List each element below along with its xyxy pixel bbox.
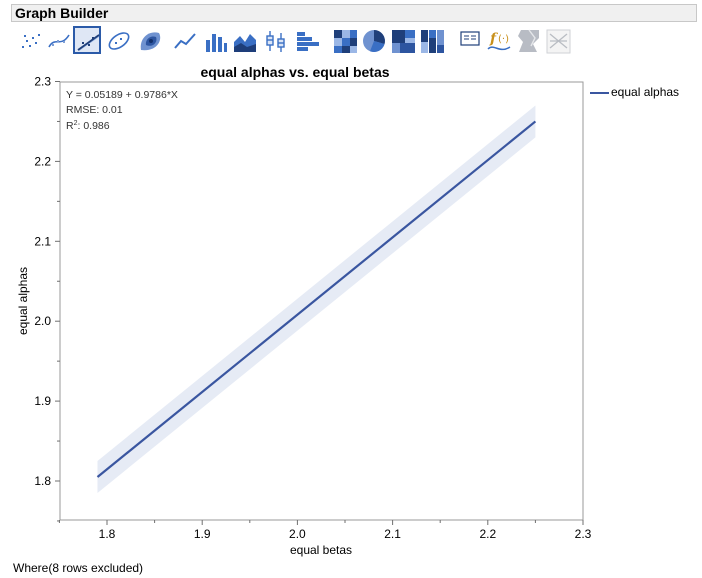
map-shapes-button[interactable] bbox=[513, 26, 541, 54]
chart-title: equal alphas vs. equal betas bbox=[200, 64, 390, 80]
parallel-plot-button[interactable] bbox=[543, 26, 571, 54]
mosaic-icon bbox=[421, 30, 444, 53]
histogram-icon bbox=[297, 32, 319, 51]
mosaic-button[interactable] bbox=[417, 26, 445, 54]
y-tick-label: 2.3 bbox=[34, 75, 51, 89]
y-tick-label: 2.2 bbox=[34, 154, 51, 168]
points-button[interactable] bbox=[15, 26, 43, 54]
series-line-0[interactable] bbox=[96, 120, 537, 478]
map-shapes-icon bbox=[518, 29, 539, 52]
fit-equation: Y = 0.05189 + 0.9786*X bbox=[66, 89, 178, 101]
ellipse-button[interactable] bbox=[104, 26, 132, 54]
y-tick-label: 2.1 bbox=[34, 234, 51, 248]
legend-item-equal-alphas[interactable]: equal alphas bbox=[611, 85, 680, 99]
bar-icon bbox=[206, 34, 227, 52]
legend-line-swatch bbox=[590, 92, 609, 94]
where-clause-footer: Where(8 rows excluded) bbox=[13, 561, 144, 575]
pie-icon bbox=[363, 30, 385, 53]
histogram-button[interactable] bbox=[292, 26, 320, 54]
fit-rmse: RMSE: 0.01 bbox=[66, 104, 123, 116]
line-of-fit-button[interactable] bbox=[73, 26, 101, 54]
formula-button[interactable]: f (·) bbox=[484, 26, 512, 54]
caption-box-button[interactable] bbox=[455, 26, 483, 54]
fit-r-squared: R2: 0.986 bbox=[66, 120, 110, 132]
area-icon bbox=[234, 34, 256, 52]
contour-button[interactable] bbox=[135, 26, 163, 54]
bar-button[interactable] bbox=[201, 26, 229, 54]
svg-text:f: f bbox=[489, 31, 499, 47]
contour-icon bbox=[140, 32, 161, 51]
x-axis-label[interactable]: equal betas bbox=[290, 543, 352, 557]
box-plot-button[interactable] bbox=[261, 26, 289, 54]
line-icon bbox=[174, 33, 196, 49]
x-tick-label: 2.0 bbox=[289, 527, 306, 541]
smoother-button[interactable] bbox=[44, 26, 72, 54]
points-icon bbox=[22, 34, 40, 48]
formula-icon: f (·) bbox=[487, 31, 511, 51]
x-tick-label: 2.3 bbox=[575, 527, 592, 541]
caption-box-icon bbox=[460, 31, 480, 46]
line-of-fit-icon bbox=[77, 34, 100, 51]
smoother-icon bbox=[48, 34, 70, 48]
y-tick-label: 1.9 bbox=[34, 394, 51, 408]
heatmap-icon bbox=[334, 30, 357, 53]
x-tick-label: 2.2 bbox=[479, 527, 496, 541]
box-plot-icon bbox=[266, 31, 285, 52]
heatmap-button[interactable] bbox=[330, 26, 358, 54]
y-tick-label: 2.0 bbox=[34, 314, 51, 328]
x-tick-label: 1.8 bbox=[99, 527, 116, 541]
svg-text:(·): (·) bbox=[498, 34, 509, 45]
y-axis-label[interactable]: equal alphas bbox=[16, 267, 30, 335]
parallel-plot-icon bbox=[546, 29, 571, 54]
area-button[interactable] bbox=[230, 26, 258, 54]
graph-builder-titlebar[interactable]: Graph Builder bbox=[11, 4, 697, 22]
line-button[interactable] bbox=[170, 26, 198, 54]
y-tick-label: 1.8 bbox=[34, 474, 51, 488]
window-title: Graph Builder bbox=[15, 5, 109, 21]
x-tick-label: 2.1 bbox=[384, 527, 401, 541]
x-tick-label: 1.9 bbox=[194, 527, 211, 541]
treemap-button[interactable] bbox=[388, 26, 416, 54]
treemap-icon bbox=[392, 30, 415, 53]
pie-button[interactable] bbox=[359, 26, 387, 54]
ellipse-icon bbox=[108, 32, 130, 50]
